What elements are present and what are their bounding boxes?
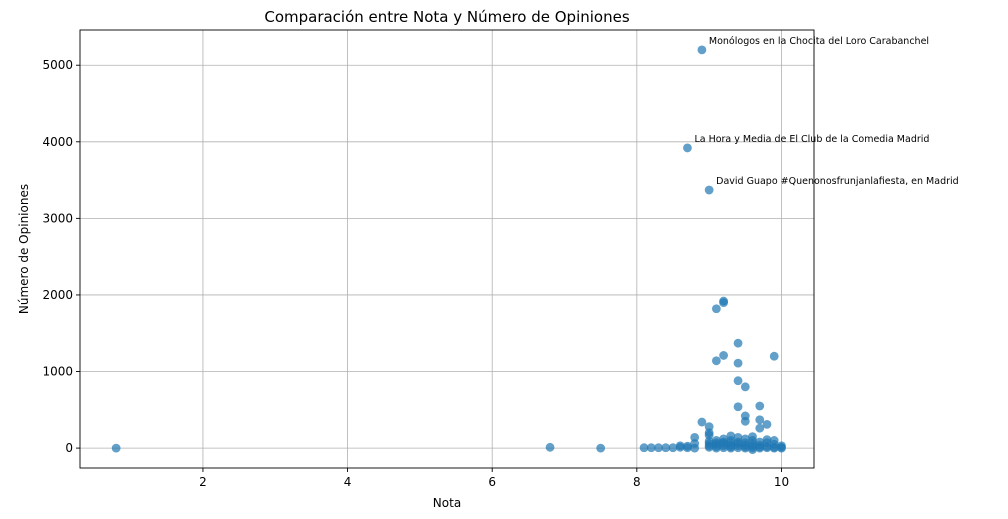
data-point xyxy=(711,304,721,314)
data-point xyxy=(733,402,743,412)
data-point xyxy=(639,443,649,453)
data-point xyxy=(719,443,729,453)
data-point xyxy=(711,356,721,366)
x-tick-label: 2 xyxy=(199,475,207,489)
y-tick-label: 3000 xyxy=(42,211,73,225)
data-point xyxy=(733,358,743,368)
annotations: Monólogos en la Chocita del Loro Caraban… xyxy=(694,36,958,187)
data-point xyxy=(755,401,765,411)
data-point xyxy=(683,441,692,451)
data-point xyxy=(697,45,707,55)
data-point xyxy=(646,443,656,453)
data-point xyxy=(661,443,671,453)
data-point xyxy=(733,338,743,348)
data-point xyxy=(704,422,714,432)
x-tick-label: 6 xyxy=(488,475,496,489)
point-annotation: Monólogos en la Chocita del Loro Caraban… xyxy=(709,36,929,47)
data-point xyxy=(762,419,772,429)
data-point xyxy=(740,382,750,392)
data-point xyxy=(654,443,663,453)
data-point xyxy=(704,430,714,440)
data-point xyxy=(733,376,743,386)
data-point xyxy=(769,443,779,453)
data-point xyxy=(704,185,714,195)
data-point xyxy=(683,143,692,153)
data-point xyxy=(596,443,606,453)
point-annotation: David Guapo #Quenonosfrunjanlafiesta, en… xyxy=(716,176,959,187)
x-axis-label: Nota xyxy=(433,496,461,510)
data-point xyxy=(733,443,743,453)
data-point xyxy=(719,351,729,360)
data-point xyxy=(740,443,750,453)
data-point xyxy=(111,443,121,453)
y-tick-label: 5000 xyxy=(42,58,73,72)
plot-frame xyxy=(79,29,815,469)
data-point xyxy=(690,432,700,442)
point-annotation: La Hora y Media de El Club de la Comedia… xyxy=(694,134,929,145)
data-point xyxy=(755,443,765,453)
data-point xyxy=(755,415,765,425)
data-point xyxy=(755,423,765,433)
y-axis-label: Número de Opiniones xyxy=(17,184,31,314)
x-tick-label: 4 xyxy=(344,475,352,489)
data-point xyxy=(704,442,714,452)
data-point xyxy=(769,351,779,361)
data-point xyxy=(748,445,757,455)
y-tick-label: 2000 xyxy=(42,288,73,302)
data-point xyxy=(726,443,736,453)
data-point xyxy=(668,443,678,453)
data-point xyxy=(697,417,707,427)
data-point xyxy=(777,443,786,453)
data-point xyxy=(711,443,721,453)
data-point xyxy=(675,441,685,451)
data-point xyxy=(719,298,729,308)
data-point xyxy=(545,442,555,452)
x-tick-label: 10 xyxy=(774,475,789,489)
data-point xyxy=(762,443,772,453)
x-tick-label: 8 xyxy=(633,475,641,489)
y-tick-label: 4000 xyxy=(42,135,73,149)
data-point xyxy=(690,439,700,448)
y-tick-label: 0 xyxy=(65,441,73,455)
y-axis-ticks: 0 1000 2000 3000 4000 5000 xyxy=(42,58,80,455)
x-axis-ticks: 2 4 6 8 10 xyxy=(199,468,789,489)
data-points xyxy=(111,45,786,455)
data-point xyxy=(740,416,750,426)
chart-title: Comparación entre Nota y Número de Opini… xyxy=(264,8,629,26)
grid xyxy=(80,30,814,468)
y-tick-label: 1000 xyxy=(42,365,73,379)
